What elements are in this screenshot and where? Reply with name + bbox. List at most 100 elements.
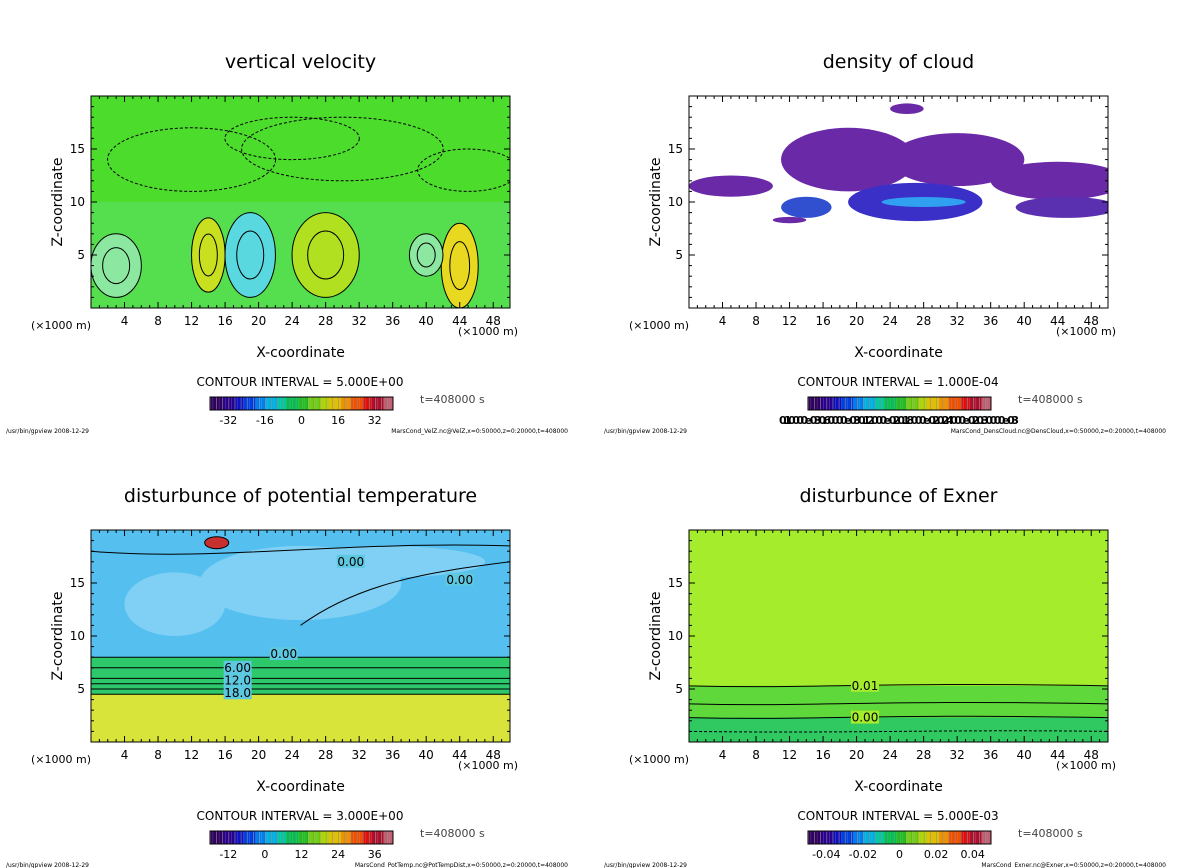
- colorbar-segment: [949, 397, 952, 410]
- colorbar-segment: [921, 397, 924, 410]
- colorbar-segment: [878, 397, 881, 410]
- x-tick-label: 32: [352, 314, 367, 328]
- colorbar-label: 0: [261, 848, 268, 861]
- colorbar-segment: [973, 397, 976, 410]
- colorbar-segment: [885, 397, 888, 410]
- cloud-region: [889, 133, 1025, 187]
- contour-label-bg: [850, 678, 879, 692]
- contour-label-bg: [269, 647, 298, 661]
- x-tick-label: 12: [184, 314, 199, 328]
- colorbar-segment: [378, 397, 381, 410]
- colorbar-segment: [924, 397, 927, 410]
- footer-left: /usr/bin/gpview 2008-12-29: [604, 862, 687, 868]
- x-tick-label: 16: [217, 748, 232, 762]
- colorbar-segment: [332, 397, 335, 410]
- velocity-cell: [91, 233, 142, 298]
- y-tick-label: 15: [668, 576, 683, 590]
- colorbar-label: 32: [368, 414, 382, 427]
- contour-line: [224, 116, 360, 161]
- x-tick-label: 36: [983, 748, 998, 762]
- y-tick-label: 15: [70, 576, 85, 590]
- colorbar-segment: [274, 831, 277, 844]
- colorbar-segment: [311, 397, 314, 410]
- colorbar-segment: [967, 831, 970, 844]
- x-unit-label: (×1000 m): [458, 325, 518, 338]
- colorbar-segment: [903, 397, 906, 410]
- contour-label-bg: [223, 660, 252, 674]
- plot-area: [91, 96, 510, 308]
- contour-interval: CONTOUR INTERVAL = 3.000E+00: [197, 809, 404, 823]
- colorbar-segment: [817, 397, 820, 410]
- plot-area: [689, 530, 1108, 742]
- colorbar-segment: [851, 397, 854, 410]
- colorbar-segment: [369, 397, 372, 410]
- y-tick-label: 10: [668, 629, 683, 643]
- colorbar-segment: [378, 831, 381, 844]
- time-label: t=408000 s: [420, 393, 485, 406]
- contour-label: 6.00: [224, 661, 251, 675]
- x-tick-label: 24: [882, 314, 897, 328]
- colorbar-segment: [219, 397, 222, 410]
- x-tick-label: 36: [983, 314, 998, 328]
- colorbar-segment: [872, 397, 875, 410]
- x-tick-label: 40: [1017, 314, 1032, 328]
- colorbar-segment: [912, 397, 915, 410]
- contour-label: 12.0: [224, 674, 251, 688]
- colorbar-segment: [842, 831, 845, 844]
- colorbar-segment: [961, 397, 964, 410]
- colorbar-segment: [900, 397, 903, 410]
- x-tick-label: 20: [849, 748, 864, 762]
- chart-title: disturbunce of Exner: [799, 485, 997, 507]
- colorbar-segment: [827, 831, 830, 844]
- colorbar-segment: [808, 831, 811, 844]
- colorbar-segment: [338, 831, 341, 844]
- colorbar-segment: [360, 397, 363, 410]
- colorbar-label: -0.02: [849, 848, 877, 861]
- x-tick-label: 48: [486, 314, 501, 328]
- colorbar-label: 0.10000e-03 0.60000e-03 0.12000e-02 0.18…: [779, 414, 1019, 427]
- colorbar-segment: [836, 397, 839, 410]
- chart-title: vertical velocity: [225, 51, 376, 73]
- footer-left: /usr/bin/gpview 2008-12-29: [604, 428, 687, 435]
- x-tick-label: 44: [1050, 748, 1065, 762]
- colorbar-segment: [979, 397, 982, 410]
- colorbar-segment: [351, 831, 354, 844]
- y-unit-label: (×1000 m): [31, 319, 91, 332]
- y-tick-label: 10: [70, 195, 85, 209]
- colorbar-segment: [372, 397, 375, 410]
- colorbar-segment: [235, 397, 238, 410]
- y-tick-label: 10: [668, 195, 683, 209]
- colorbar-segment: [860, 831, 863, 844]
- y-tick-label: 15: [668, 142, 683, 156]
- colorbar-segment: [946, 831, 949, 844]
- cloud-region: [1015, 196, 1108, 218]
- contour-interval: CONTOUR INTERVAL = 5.000E-03: [797, 809, 998, 823]
- colorbar-segment: [262, 397, 265, 410]
- colorbar-segment: [885, 831, 888, 844]
- colorbar-segment: [259, 397, 262, 410]
- x-tick-label: 32: [950, 748, 965, 762]
- colorbar-segment: [210, 831, 213, 844]
- x-tick-label: 24: [284, 748, 299, 762]
- colorbar-segment: [241, 831, 244, 844]
- colorbar-segment: [927, 831, 930, 844]
- colorbar-segment: [387, 397, 390, 410]
- colorbar-segment: [284, 397, 287, 410]
- colorbar-segment: [939, 397, 942, 410]
- plot-area: [91, 530, 510, 742]
- colorbar-segment: [872, 831, 875, 844]
- colorbar-segment: [305, 397, 308, 410]
- colorbar-segment: [223, 831, 226, 844]
- contour-line: [241, 116, 444, 182]
- colorbar-segment: [311, 831, 314, 844]
- colorbar-segment: [955, 831, 958, 844]
- colorbar-segment: [814, 831, 817, 844]
- colorbar-segment: [277, 831, 280, 844]
- colorbar-segment: [936, 397, 939, 410]
- colorbar-segment: [256, 831, 259, 844]
- colorbar-segment: [375, 831, 378, 844]
- x-tick-label: 32: [352, 748, 367, 762]
- colorbar-segment: [824, 831, 827, 844]
- colorbar-segment: [906, 397, 909, 410]
- colorbar-segment: [250, 831, 253, 844]
